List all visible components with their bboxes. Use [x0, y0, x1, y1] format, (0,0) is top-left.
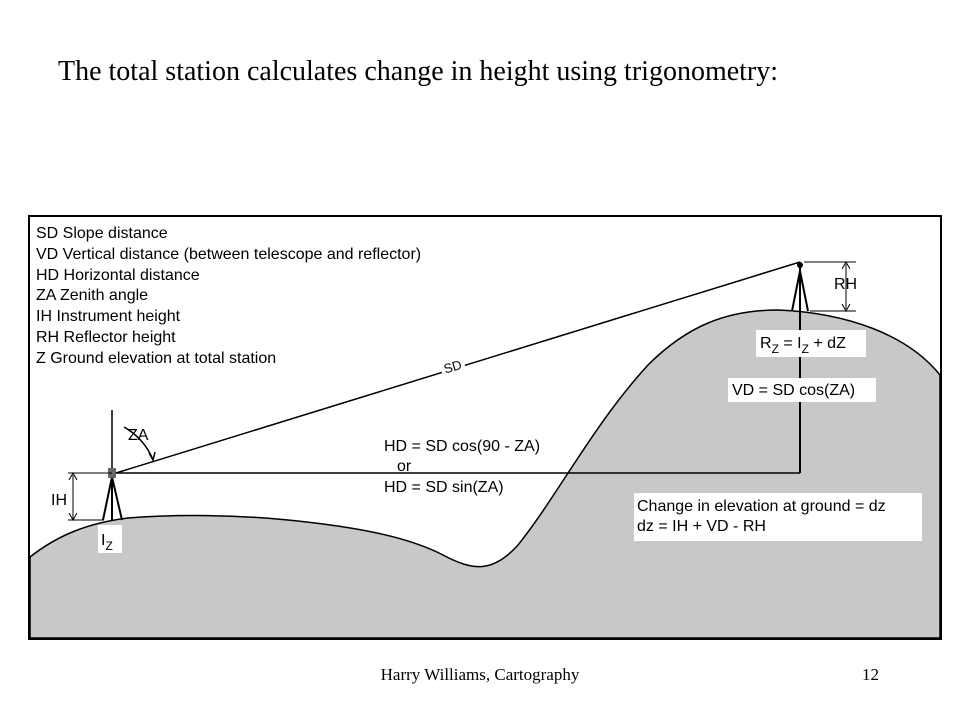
footer-author: Harry Williams, Cartography [380, 665, 580, 684]
hd-formula-sin: HD = SD sin(ZA) [384, 479, 504, 496]
legend-item-ih: IH Instrument height [36, 308, 181, 325]
slide-title: The total station calculates change in h… [58, 56, 779, 87]
vd-formula: VD = SD cos(ZA) [732, 382, 855, 399]
za-arrow-icon [148, 451, 156, 462]
sd-label-group: SD [439, 357, 467, 378]
za-label: ZA [128, 427, 149, 444]
vd-label-bg [728, 378, 876, 402]
legend: SD Slope distance VD Vertical distance (… [36, 225, 421, 367]
legend-item-hd: HD Horizontal distance [36, 267, 200, 284]
reflector-icon [797, 262, 803, 268]
reflector-tripod [791, 262, 809, 312]
hd-formula-or: or [397, 458, 412, 475]
iz-label-bg [98, 525, 122, 553]
rh-label: RH [834, 276, 857, 293]
rz-formula: RZ = IZ + dZ [760, 335, 846, 356]
change-elevation-line2: dz = IH + VD - RH [637, 518, 766, 535]
diagram-svg: SD Slope distance VD Vertical distance (… [28, 215, 942, 640]
sd-label: SD [442, 357, 464, 377]
rz-label-bg [756, 330, 866, 357]
change-elevation-line1: Change in elevation at ground = dz [637, 498, 886, 515]
legend-item-za: ZA Zenith angle [36, 287, 148, 304]
iz-label: IZ [101, 532, 113, 553]
legend-item-z: Z Ground elevation at total station [36, 350, 276, 367]
ih-label: IH [51, 492, 67, 509]
footer-page-number: 12 [862, 665, 879, 684]
change-elevation-box [634, 493, 922, 541]
legend-item-rh: RH Reflector height [36, 329, 176, 346]
legend-item-vd: VD Vertical distance (between telescope … [36, 246, 421, 263]
hd-formula-cos: HD = SD cos(90 - ZA) [384, 438, 540, 455]
survey-diagram: SD Slope distance VD Vertical distance (… [28, 215, 942, 640]
terrain [29, 309, 941, 639]
legend-item-sd: SD Slope distance [36, 225, 168, 242]
